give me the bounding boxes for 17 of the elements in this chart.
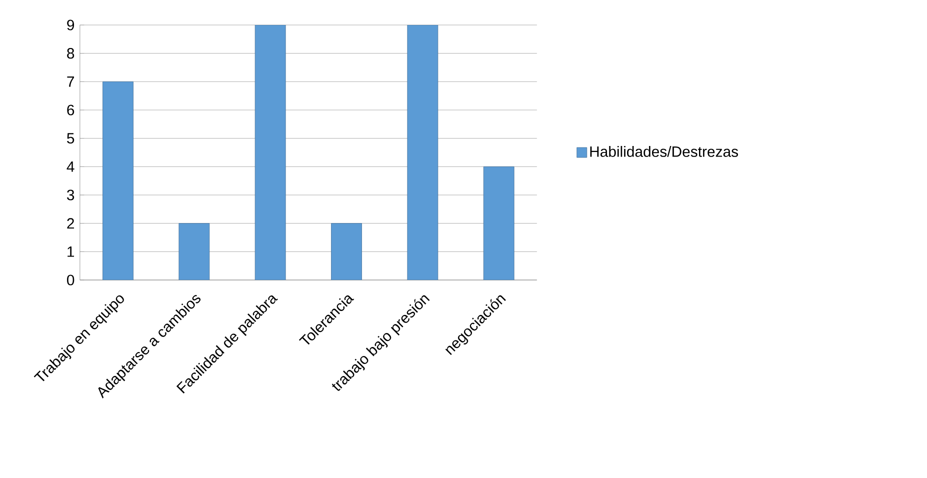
bar (331, 223, 362, 280)
y-tick-label: 4 (66, 162, 74, 172)
legend-label: Habilidades/Destrezas (590, 146, 738, 157)
bar (407, 24, 438, 280)
y-tick-label: 9 (67, 20, 74, 30)
bar (102, 81, 134, 280)
bar (178, 223, 210, 280)
bar (483, 166, 514, 280)
bar (254, 24, 286, 280)
y-tick-label: 8 (67, 48, 74, 59)
y-tick-label: 1 (68, 246, 74, 257)
y-tick-label: 0 (67, 274, 74, 286)
y-tick-label: 6 (67, 104, 74, 116)
y-tick-label: 2 (67, 218, 74, 229)
y-tick-label: 7 (67, 76, 74, 87)
y-tick-label: 5 (67, 133, 74, 144)
y-tick-label: 3 (66, 190, 74, 200)
